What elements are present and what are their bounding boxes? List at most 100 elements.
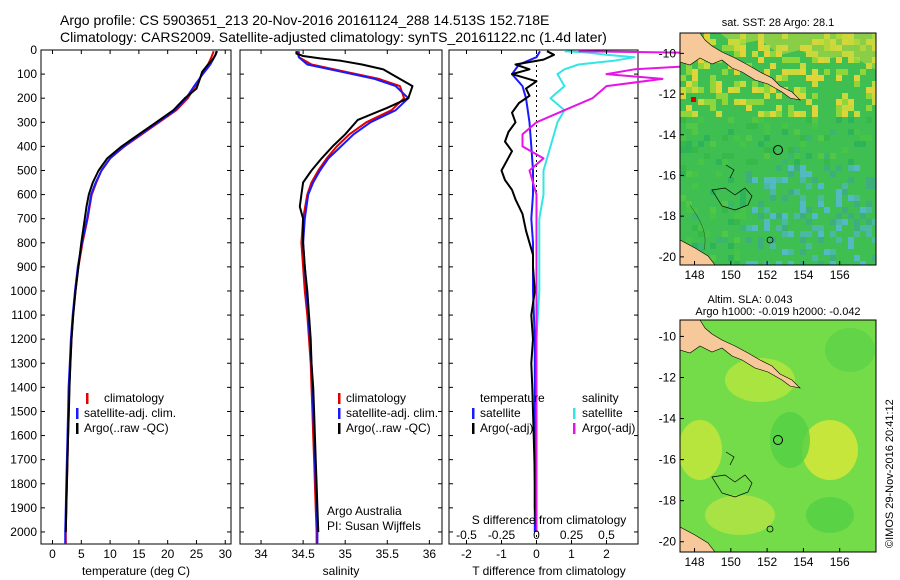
salinity-legend: climatology satellite-adj. clim. Argo(..… xyxy=(327,391,438,533)
temperature-legend: climatology satellite-adj. clim. Argo(..… xyxy=(76,391,176,435)
sst-map-frame xyxy=(679,32,877,266)
legend-entry-satellite: satellite-adj. clim. xyxy=(346,406,438,420)
map-lon-label: 150 xyxy=(721,268,741,282)
x-tick-label: 36 xyxy=(423,547,437,561)
legend-swatch-argo xyxy=(338,423,341,434)
depth-axis: 0 100 200 300 400 500 600 700 800 900 1000 1100 1200… xyxy=(10,43,638,539)
map-lat-label: -14 xyxy=(659,412,677,426)
sla-map-title-line2: Argo h1000: -0.019 h2000: -0.042 xyxy=(695,306,860,318)
sla-map-x-ticks: 148 150 152 154 156 xyxy=(685,548,850,569)
depth-tick-label: 1900 xyxy=(10,501,37,515)
legend-header-salinity: salinity xyxy=(582,391,619,405)
series-line-salinity-satellite xyxy=(535,50,636,532)
temperature-series-group xyxy=(64,50,219,544)
land-australia-coast xyxy=(680,239,716,265)
legend-entry-temp-satellite: satellite xyxy=(480,406,521,420)
salinity-annotation-line1: Argo Australia xyxy=(327,504,402,518)
hot-pixel xyxy=(691,97,696,102)
legend-swatch-sal-satellite xyxy=(573,408,576,419)
legend-entry-satellite: satellite-adj. clim. xyxy=(84,406,176,420)
salinity-x-label: salinity xyxy=(323,564,360,578)
legend-swatch-argo xyxy=(76,423,79,434)
depth-tick-label: 900 xyxy=(17,260,37,274)
map-lat-label: -20 xyxy=(659,250,677,264)
sst-map-title: sat. SST: 28 Argo: 28.1 xyxy=(722,17,835,29)
map-lat-label: -20 xyxy=(659,535,677,549)
sst-map-y-ticks: -10 -12 -14 -16 -18 -20 xyxy=(659,46,684,264)
legend-swatch-climatology xyxy=(86,393,89,404)
difference-x-ticks: -2 -1 0 1 2 xyxy=(461,50,610,561)
depth-tick-label: 800 xyxy=(17,236,37,250)
depth-tick-label: 1200 xyxy=(10,332,37,346)
depth-tick-label: 100 xyxy=(17,67,37,81)
legend-swatch-sal-argo xyxy=(573,423,576,434)
sla-map-title-line1: Altim. SLA: 0.043 xyxy=(708,294,793,306)
legend-entry-argo: Argo(..raw -QC) xyxy=(84,421,169,435)
sla-map-y-ticks: -10 -12 -14 -16 -18 -20 xyxy=(659,329,684,549)
x-tick-label: 35.5 xyxy=(376,547,400,561)
difference-x-label-top: S difference from climatology xyxy=(472,513,627,527)
s-diff-tick-label: -0.25 xyxy=(488,528,516,542)
depth-tick-label: 700 xyxy=(17,212,37,226)
legend-entry-argo: Argo(..raw -QC) xyxy=(346,421,431,435)
salinity-difference-x-ticks: -0.5 -0.25 0 0.25 0.5 xyxy=(456,528,615,542)
map-lat-label: -14 xyxy=(659,128,677,142)
reef-outline xyxy=(711,474,753,498)
depth-tick-label: 1500 xyxy=(10,404,37,418)
map-lon-label: 156 xyxy=(830,555,850,569)
map-lon-label: 152 xyxy=(757,555,777,569)
x-tick-label: 0 xyxy=(49,547,56,561)
legend-entry-climatology: climatology xyxy=(346,391,406,405)
legend-entry-temp-argo: Argo(-adj) xyxy=(480,421,533,435)
series-line-satellite-adj-clim- xyxy=(64,50,219,544)
s-diff-tick-label: 0.25 xyxy=(560,528,584,542)
legend-swatch-satellite xyxy=(76,408,79,419)
x-tick-label: 15 xyxy=(132,547,146,561)
series-line-temperature-argo-adj- xyxy=(500,50,555,533)
temperature-x-label: temperature (deg C) xyxy=(82,564,190,578)
depth-tick-label: 2000 xyxy=(10,525,37,539)
salinity-series-group xyxy=(295,50,414,544)
sst-map-x-ticks: 148 150 152 154 156 xyxy=(685,261,850,282)
map-lon-label: 154 xyxy=(793,555,813,569)
map-lon-label: 150 xyxy=(721,555,741,569)
x-tick-label: 25 xyxy=(190,547,204,561)
legend-entry-climatology: climatology xyxy=(104,391,164,405)
series-line-argo-raw-qc- xyxy=(295,51,414,533)
salinity-annotation-line2: PI: Susan Wijffels xyxy=(327,519,421,533)
depth-tick-label: 1400 xyxy=(10,380,37,394)
x-tick-label: 10 xyxy=(103,547,117,561)
x-tick-label: 34 xyxy=(254,547,268,561)
x-tick-label: 35 xyxy=(339,547,353,561)
map-lon-label: 148 xyxy=(685,555,705,569)
s-diff-tick-label: 0.5 xyxy=(598,528,615,542)
sla-map-frame xyxy=(679,319,877,553)
x-tick-label: 0 xyxy=(533,547,540,561)
land-new-guinea xyxy=(680,320,801,389)
x-tick-label: 34.5 xyxy=(291,547,315,561)
legend-swatch-satellite xyxy=(338,408,341,419)
x-tick-label: -2 xyxy=(461,547,472,561)
map-lon-label: 154 xyxy=(793,268,813,282)
salinity-panel-frame xyxy=(239,49,443,545)
depth-tick-label: 0 xyxy=(30,43,37,57)
map-lon-label: 152 xyxy=(757,268,777,282)
map-lat-label: -12 xyxy=(659,87,677,101)
difference-panel-frame xyxy=(448,49,639,545)
x-tick-label: -1 xyxy=(496,547,507,561)
map-lat-label: -10 xyxy=(659,329,677,343)
map-lon-label: 148 xyxy=(685,268,705,282)
series-line-argo-raw-qc- xyxy=(64,50,218,533)
series-line-climatology xyxy=(64,50,215,544)
depth-tick-label: 1700 xyxy=(10,453,37,467)
s-diff-tick-label: -0.5 xyxy=(456,528,477,542)
temperature-panel-frame xyxy=(40,49,232,545)
difference-legend: temperature salinity satellite Argo(-adj… xyxy=(472,391,635,435)
x-tick-label: 5 xyxy=(78,547,85,561)
depth-tick-label: 400 xyxy=(17,139,37,153)
depth-tick-label: 1800 xyxy=(10,477,37,491)
depth-tick-label: 1600 xyxy=(10,429,37,443)
depth-tick-label: 1300 xyxy=(10,356,37,370)
x-tick-label: 2 xyxy=(603,547,610,561)
